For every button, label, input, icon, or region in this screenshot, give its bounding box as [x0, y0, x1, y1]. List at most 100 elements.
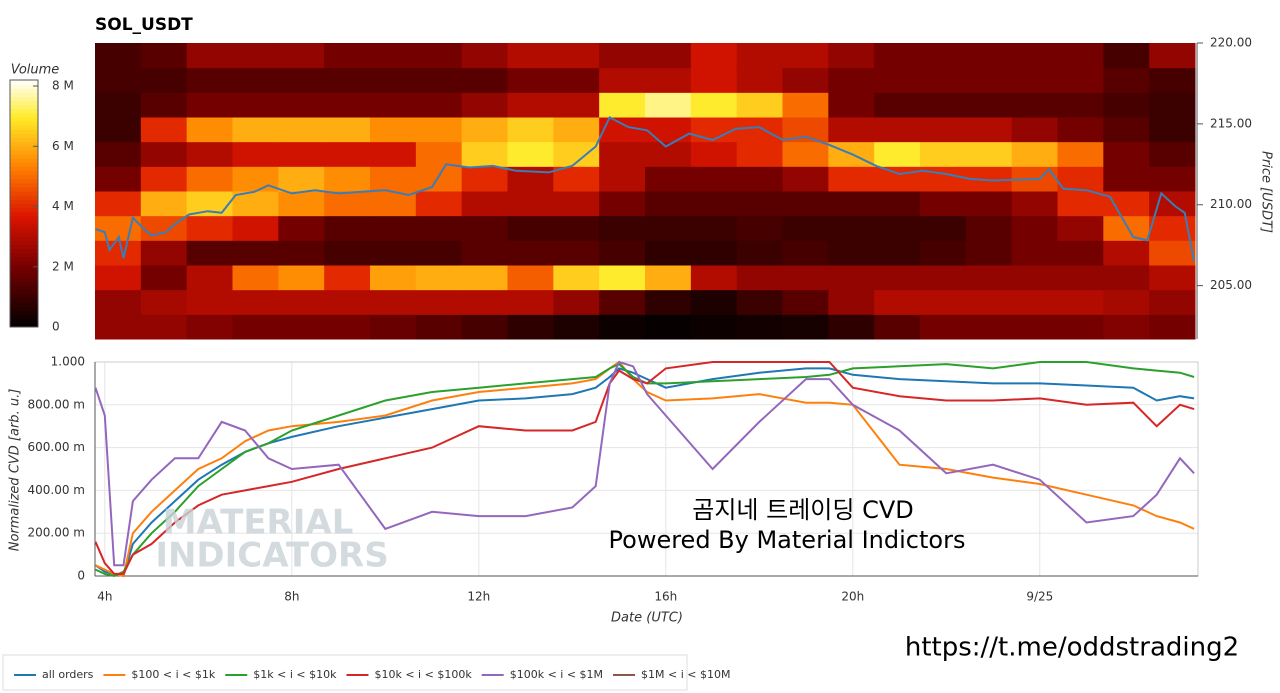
colorbar-segment — [10, 322, 38, 328]
colorbar-segment — [10, 170, 38, 176]
heat-cell — [690, 215, 738, 241]
colorbar-segment — [10, 265, 38, 270]
heat-cell — [324, 92, 371, 118]
colorbar-segment — [10, 269, 38, 274]
heat-cell — [95, 141, 142, 167]
heat-cell — [461, 92, 508, 118]
colorbar-segment — [10, 100, 38, 106]
heat-cell — [415, 92, 463, 118]
legend-label: $1k < i < $10k — [253, 668, 337, 681]
colorbar-segment — [10, 224, 38, 229]
colorbar-segment — [10, 236, 38, 242]
heat-cell — [140, 191, 188, 217]
heat-cell — [140, 67, 188, 93]
heat-cell — [1057, 191, 1104, 217]
colorbar-segment — [10, 248, 38, 254]
heat-cell — [278, 314, 325, 340]
heat-cell — [553, 43, 600, 69]
heat-cell — [828, 191, 875, 217]
heat-cell — [95, 191, 142, 217]
heat-cell — [1057, 43, 1104, 69]
y2-tick-label: 220.00 — [1210, 36, 1252, 50]
heat-cell — [461, 314, 508, 340]
heat-cell — [95, 289, 142, 315]
heat-cell — [370, 43, 417, 69]
heat-cell — [95, 166, 142, 192]
y-tick-label: 600.00 m — [28, 440, 86, 454]
heat-cell — [874, 117, 921, 143]
heat-cell — [874, 289, 921, 315]
cvd-line — [95, 361, 1195, 578]
heat-cell — [232, 215, 279, 241]
heat-cell — [782, 314, 829, 340]
heat-cell — [690, 314, 738, 340]
heat-cell — [782, 67, 829, 93]
heat-cell — [736, 314, 783, 340]
heat-cell — [95, 265, 142, 291]
colorbar-segment — [10, 166, 38, 172]
heat-cell — [324, 166, 371, 192]
heat-cell — [278, 191, 325, 217]
heat-cell — [645, 166, 692, 192]
heat-cell — [599, 92, 646, 118]
heat-cell — [140, 289, 188, 315]
heat-cell — [920, 240, 967, 266]
heat-cell — [232, 166, 279, 192]
heat-cell — [965, 43, 1013, 69]
heat-cell — [828, 240, 875, 266]
heat-cell — [1011, 191, 1058, 217]
colorbar-segment — [10, 261, 38, 266]
heat-cell — [645, 265, 692, 291]
heat-cell — [507, 43, 554, 69]
heat-cell — [1011, 92, 1058, 118]
heat-cell — [965, 67, 1013, 93]
colorbar-tick-label: 4 M — [52, 199, 74, 213]
heat-cell — [920, 117, 967, 143]
heat-cell — [507, 191, 554, 217]
colorbar-segment — [10, 273, 38, 279]
heat-cell — [370, 67, 417, 93]
heat-cell — [599, 215, 646, 241]
heat-cell — [645, 117, 692, 143]
heat-cell — [186, 92, 233, 118]
heat-cell — [965, 289, 1013, 315]
heat-cell — [415, 67, 463, 93]
x-tick-label: 20h — [841, 590, 864, 604]
heat-cell — [553, 166, 600, 192]
heat-cell — [920, 265, 967, 291]
heat-cell — [553, 117, 600, 143]
heat-cell — [415, 191, 463, 217]
heat-cell — [415, 166, 463, 192]
colorbar-segment — [10, 252, 38, 258]
heat-cell — [232, 289, 279, 315]
heat-cell — [920, 215, 967, 241]
heat-cell — [874, 191, 921, 217]
heat-cell — [782, 191, 829, 217]
heat-cell — [1011, 117, 1058, 143]
heat-cell — [645, 215, 692, 241]
heat-cell — [965, 265, 1013, 291]
heat-cell — [599, 314, 646, 340]
annotation: Powered By Material Indictors — [609, 526, 966, 554]
heat-cell — [965, 191, 1013, 217]
heat-cell — [461, 191, 508, 217]
heat-cell — [186, 265, 233, 291]
heat-cell — [278, 67, 325, 93]
heat-cell — [507, 92, 554, 118]
legend-label: $100 < i < $1k — [131, 668, 215, 681]
heat-cell — [690, 166, 738, 192]
heat-cell — [599, 265, 646, 291]
heat-cell — [599, 43, 646, 69]
heat-cell — [140, 265, 188, 291]
colorbar-segment — [10, 96, 38, 102]
heat-cell — [920, 314, 967, 340]
cvd-line — [94, 367, 1195, 578]
colorbar-segment — [10, 203, 38, 209]
heat-cell — [370, 166, 417, 192]
heat-cell — [690, 92, 738, 118]
heat-cell — [1011, 265, 1058, 291]
heat-cell — [1011, 43, 1058, 69]
colorbar-segment — [10, 182, 38, 188]
heat-cell — [95, 43, 142, 69]
heat-cell — [736, 265, 783, 291]
